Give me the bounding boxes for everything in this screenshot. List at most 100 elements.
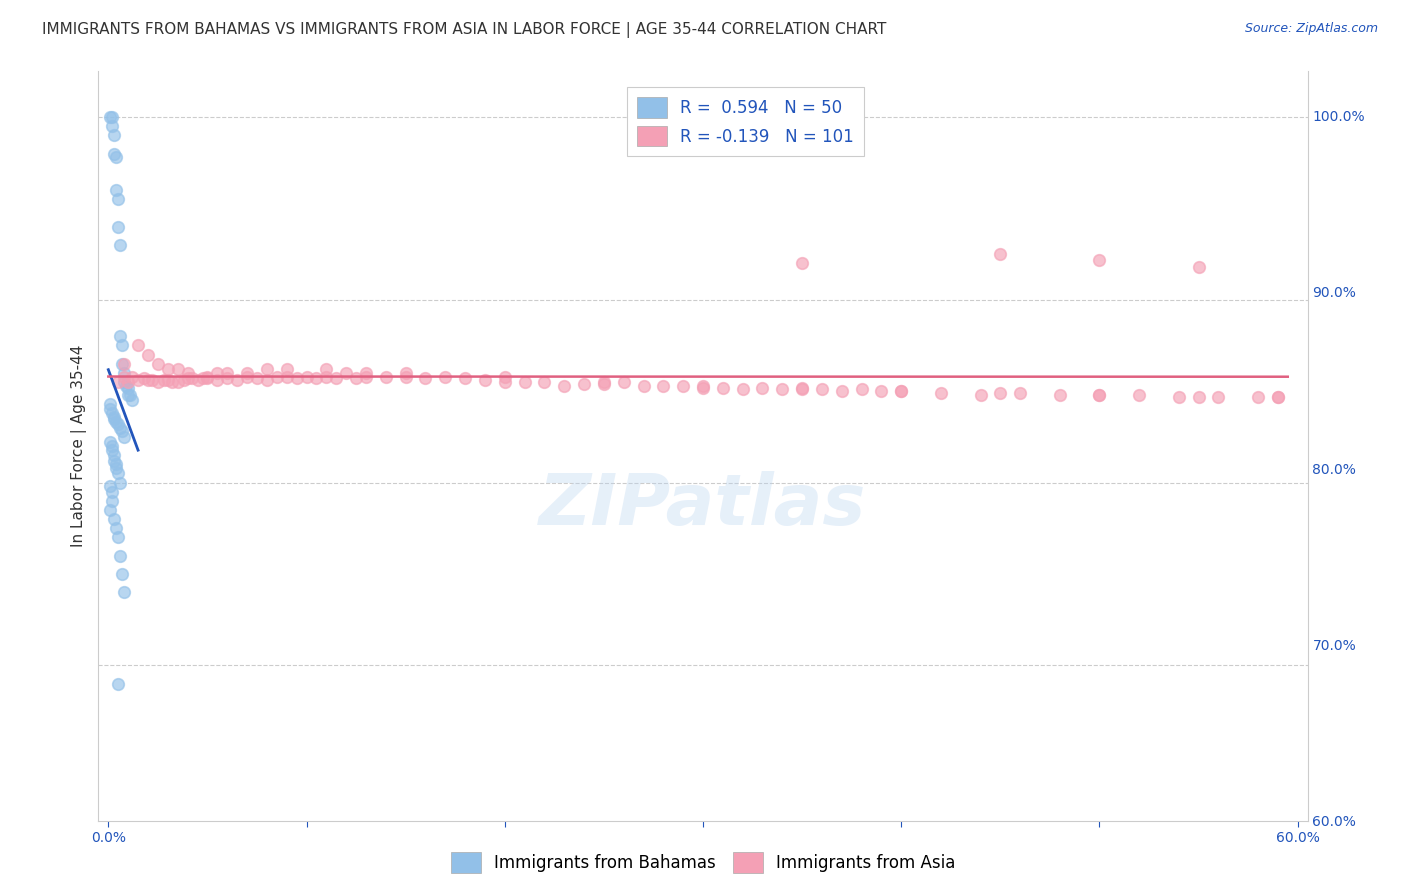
Text: ZIPatlas: ZIPatlas	[540, 472, 866, 541]
Point	[121, 369, 143, 384]
Point	[454, 371, 477, 385]
Point	[692, 380, 714, 394]
Point	[1187, 260, 1209, 274]
Point	[146, 357, 169, 371]
Point	[988, 386, 1011, 401]
Point	[1128, 388, 1150, 402]
Point	[103, 146, 125, 161]
Point	[870, 384, 893, 399]
Point	[103, 512, 125, 526]
Point	[276, 362, 298, 376]
Point	[107, 219, 129, 234]
Legend: R =  0.594   N = 50, R = -0.139   N = 101: R = 0.594 N = 50, R = -0.139 N = 101	[627, 87, 863, 156]
Point	[415, 371, 437, 385]
Point	[236, 369, 259, 384]
Point	[315, 369, 337, 384]
Point	[711, 380, 734, 394]
Point	[127, 338, 149, 352]
Point	[335, 366, 357, 380]
Point	[1049, 388, 1071, 402]
Point	[103, 128, 125, 143]
Point	[354, 369, 377, 384]
Point	[831, 384, 853, 399]
Point	[315, 362, 337, 376]
Point	[731, 382, 754, 396]
Point	[98, 110, 121, 124]
Point	[613, 375, 636, 389]
Point	[1088, 252, 1111, 267]
Point	[156, 362, 179, 376]
Point	[1088, 388, 1111, 402]
Point	[173, 373, 195, 387]
Point	[553, 378, 575, 392]
Point	[120, 388, 142, 402]
Point	[344, 371, 367, 385]
Point	[929, 386, 952, 401]
Point	[112, 357, 135, 371]
Point	[770, 382, 793, 396]
Point	[117, 380, 139, 394]
Point	[285, 371, 308, 385]
Point	[111, 425, 134, 439]
Point	[633, 378, 655, 392]
Point	[494, 375, 516, 389]
Point	[1267, 390, 1289, 404]
Point	[107, 467, 129, 481]
Point	[98, 402, 121, 417]
Point	[166, 375, 188, 389]
Point	[117, 388, 139, 402]
Point	[111, 338, 134, 352]
Point	[513, 375, 536, 389]
Point	[276, 369, 298, 384]
Point	[105, 461, 128, 475]
Point	[107, 375, 129, 389]
Point	[101, 439, 124, 453]
Point	[1010, 386, 1032, 401]
Point	[121, 393, 143, 408]
Point	[969, 388, 991, 402]
Point	[1247, 390, 1270, 404]
Point	[101, 484, 124, 499]
Point	[141, 373, 163, 387]
Point	[112, 369, 135, 384]
Point	[156, 373, 179, 387]
Point	[107, 417, 129, 431]
Point	[1208, 390, 1230, 404]
Point	[474, 373, 496, 387]
Point	[103, 453, 125, 467]
Point	[111, 566, 134, 581]
Point	[652, 378, 675, 392]
Point	[136, 348, 159, 362]
Point	[494, 369, 516, 384]
Point	[98, 479, 121, 493]
Point	[105, 521, 128, 535]
Point	[374, 369, 396, 384]
Point	[672, 378, 695, 392]
Point	[197, 371, 219, 385]
Point	[115, 378, 138, 392]
Point	[354, 366, 377, 380]
Point	[105, 457, 128, 471]
Point	[790, 380, 813, 394]
Point	[186, 373, 208, 387]
Point	[105, 183, 128, 197]
Point	[890, 384, 912, 399]
Point	[207, 366, 229, 380]
Y-axis label: In Labor Force | Age 35-44: In Labor Force | Age 35-44	[72, 345, 87, 547]
Point	[593, 376, 616, 391]
Point	[105, 150, 128, 164]
Text: IMMIGRANTS FROM BAHAMAS VS IMMIGRANTS FROM ASIA IN LABOR FORCE | AGE 35-44 CORRE: IMMIGRANTS FROM BAHAMAS VS IMMIGRANTS FR…	[42, 22, 887, 38]
Point	[593, 375, 616, 389]
Point	[1267, 390, 1289, 404]
Point	[105, 415, 128, 429]
Point	[101, 119, 124, 133]
Point	[136, 373, 159, 387]
Point	[160, 375, 183, 389]
Point	[127, 373, 149, 387]
Point	[790, 256, 813, 270]
Point	[226, 373, 249, 387]
Point	[110, 238, 132, 252]
Point	[112, 585, 135, 599]
Point	[533, 375, 555, 389]
Point	[110, 475, 132, 490]
